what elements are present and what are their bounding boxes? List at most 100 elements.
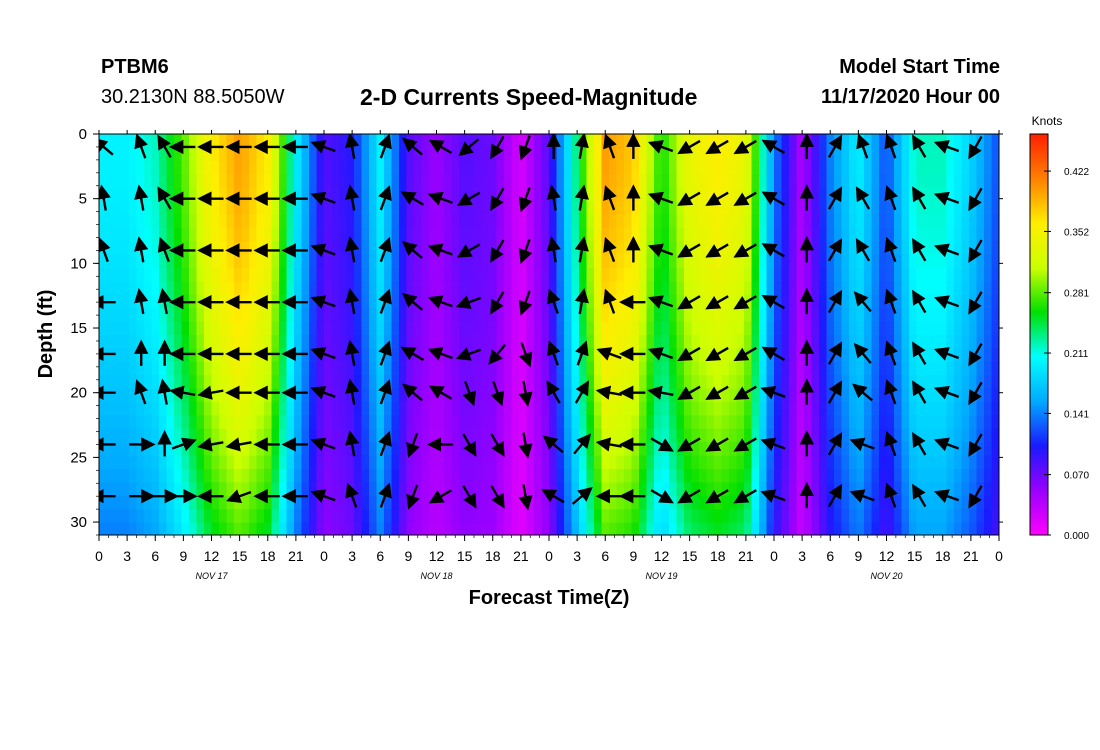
heat-cell: [444, 402, 453, 416]
heat-cell: [714, 308, 723, 323]
current-vector: [310, 437, 336, 452]
heat-cell: [421, 227, 430, 242]
heat-cell: [511, 442, 520, 457]
heat-cell: [946, 469, 955, 483]
heat-cell: [121, 509, 130, 524]
heat-cell: [924, 281, 933, 296]
heat-cell: [916, 495, 925, 510]
heat-cell: [241, 147, 250, 162]
heat-cell: [391, 509, 400, 524]
heat-cell: [271, 134, 280, 148]
heat-cell: [234, 361, 243, 376]
heat-cell: [369, 308, 378, 323]
heat-cell: [144, 348, 153, 363]
heat-cell: [511, 134, 520, 148]
heat-cell: [331, 134, 340, 148]
heat-cell: [691, 388, 700, 403]
heat-cell: [841, 482, 850, 497]
heat-cell: [864, 375, 873, 390]
heat-cell: [399, 174, 408, 189]
heat-cell: [339, 187, 348, 202]
heat-cell: [241, 174, 250, 189]
heat-cell: [901, 281, 910, 296]
heat-cell: [646, 227, 655, 242]
heat-cell: [481, 254, 490, 269]
heat-cell: [961, 482, 970, 497]
current-vector: [310, 191, 336, 206]
heat-cell: [151, 174, 160, 189]
heat-cell: [594, 187, 603, 202]
heat-cell: [279, 147, 288, 162]
heat-cell: [271, 455, 280, 470]
heat-cell: [594, 415, 603, 430]
heat-cell: [204, 509, 213, 524]
heat-cell: [931, 134, 940, 148]
heat-cell: [804, 241, 813, 256]
current-vector: [455, 347, 481, 361]
heat-cell: [279, 308, 288, 323]
heat-cell: [796, 308, 805, 323]
heat-cell: [414, 174, 423, 189]
x-tick-label: 15: [457, 548, 473, 564]
heat-cell: [129, 428, 138, 443]
heat-cell: [444, 455, 453, 470]
heat-cell: [481, 442, 490, 457]
heat-cell: [781, 308, 790, 323]
heat-cell: [714, 428, 723, 443]
heat-cell: [609, 402, 618, 416]
heat-cell: [886, 415, 895, 430]
heat-cell: [519, 522, 528, 535]
heat-cell: [196, 254, 205, 269]
heat-cell: [639, 348, 648, 363]
heat-cell: [856, 415, 865, 430]
heat-cell: [789, 509, 798, 524]
heat-cell: [669, 428, 678, 443]
heat-cell: [766, 174, 775, 189]
heat-cell: [819, 348, 828, 363]
heat-cell: [924, 214, 933, 229]
heat-cell: [121, 415, 130, 430]
heat-cell: [331, 321, 340, 336]
heat-cell: [429, 147, 438, 162]
current-vector: [933, 243, 960, 258]
heat-cell: [564, 268, 573, 282]
heat-cell: [511, 268, 520, 282]
heat-cell: [909, 308, 918, 323]
heat-cell: [804, 442, 813, 457]
heat-cell: [894, 147, 903, 162]
heat-cell: [991, 495, 999, 510]
heat-cell: [384, 455, 393, 470]
heat-cell: [609, 160, 618, 175]
heat-cell: [256, 174, 265, 189]
heat-cell: [931, 160, 940, 175]
x-tick-label: 12: [879, 548, 895, 564]
heat-cell: [781, 321, 790, 336]
heat-cell: [909, 321, 918, 336]
heat-cell: [879, 281, 888, 296]
heat-cell: [691, 442, 700, 457]
heat-cell: [646, 415, 655, 430]
heat-cell: [781, 375, 790, 390]
heat-cell: [864, 455, 873, 470]
heat-cell: [939, 187, 948, 202]
heat-cell: [226, 308, 235, 323]
heat-cell: [511, 174, 520, 189]
heat-cell: [181, 495, 190, 510]
heat-cell: [631, 522, 640, 535]
heat-cell: [166, 147, 175, 162]
heat-cell: [346, 348, 355, 363]
heat-cell: [714, 415, 723, 430]
heat-cell: [504, 482, 513, 497]
heat-cell: [789, 281, 798, 296]
heat-cell: [654, 160, 663, 175]
heat-cell: [219, 335, 228, 349]
heat-cell: [301, 254, 310, 269]
heat-cell: [429, 321, 438, 336]
heat-cell: [339, 388, 348, 403]
heat-cell: [241, 134, 250, 148]
heat-cell: [166, 308, 175, 323]
heat-cell: [204, 388, 213, 403]
heat-cell: [136, 214, 145, 229]
current-vector: [171, 437, 197, 452]
heat-cell: [346, 442, 355, 457]
